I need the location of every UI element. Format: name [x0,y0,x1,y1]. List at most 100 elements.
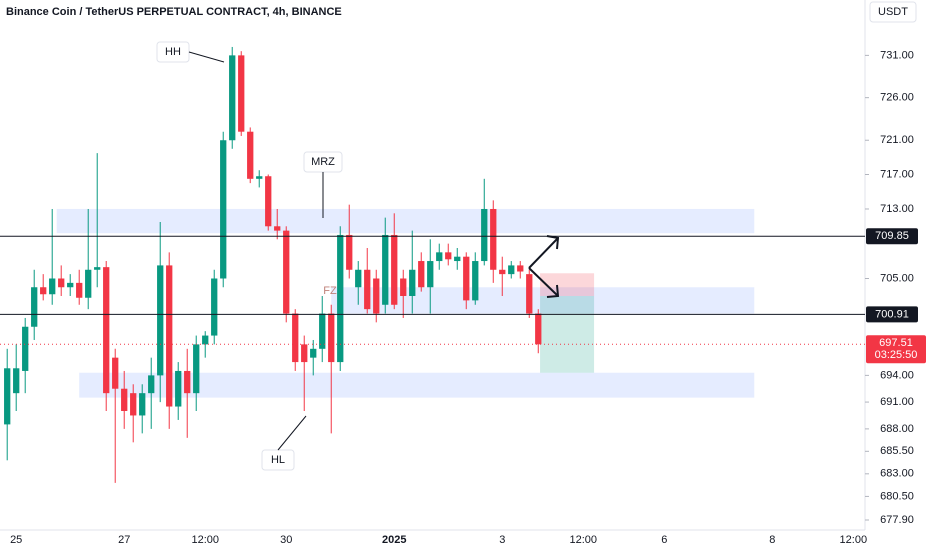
y-tick-label: 685.50 [880,445,914,457]
candle-body [94,267,101,270]
x-tick-label: 25 [10,534,22,546]
candle-body [256,176,263,179]
x-tick-label: 12:00 [191,534,219,546]
candle-body [535,313,542,345]
zone [56,208,755,234]
candle-body [373,278,380,314]
candle-body [103,267,110,394]
candle-body [283,230,290,314]
last-price-box [866,335,926,364]
annotation-arrow [188,51,225,63]
y-tick-label: 721.00 [880,134,914,146]
x-tick-label: 12:00 [840,534,868,546]
candle-body [382,234,389,305]
y-tick-label: 677.90 [880,514,914,526]
candle-body [139,393,146,416]
candle-body [22,326,29,371]
y-tick-label: 688.00 [880,423,914,435]
candle-body [85,269,92,298]
candle-body [247,131,254,179]
x-tick-label: 2025 [382,534,406,546]
candle-body [409,269,416,297]
candle-body [13,368,20,394]
candle-body [355,269,362,288]
price-label-box [866,306,918,323]
x-tick-label: 27 [118,534,130,546]
y-tick-label: 717.00 [880,168,914,180]
candle-body [445,252,452,260]
zone [79,372,755,398]
y-tick-label: 731.00 [880,49,914,61]
candle-body [202,335,209,345]
y-tick-label: 713.00 [880,203,914,215]
candle-body [499,269,506,275]
candle-body [112,357,119,389]
candle-body [76,282,83,298]
candle-body [130,393,137,416]
candle-body [508,265,515,275]
candle-body [310,348,317,358]
candle-body [400,278,407,297]
price-label-box [866,228,918,245]
x-tick-label: 12:00 [570,534,598,546]
candle-body [229,55,236,141]
price-label: 700.91 [875,308,909,320]
x-tick-label: 8 [769,534,775,546]
projection-arrow [528,237,559,269]
candle-body [427,261,434,288]
candle-body [328,313,335,363]
candle-body [184,370,191,394]
candle-body [319,313,326,349]
x-tick-label: 6 [661,534,667,546]
candle-body [31,287,38,327]
y-tick-label: 691.00 [880,396,914,408]
last-price-label: 697.51 [879,337,913,349]
candle-body [274,226,281,231]
target-zone [540,296,595,373]
plot [0,46,865,483]
candle-body [265,176,272,227]
currency[interactable]: USDT [878,6,908,18]
candle-body [481,208,488,262]
candle-body [418,261,425,288]
candle-body [301,344,308,363]
countdown: 03:25:50 [875,349,918,361]
y-tick-label: 680.50 [880,490,914,502]
candle-body [517,265,524,272]
candle-body [292,313,299,363]
candle-body [193,344,200,394]
candle-body [67,282,74,288]
y-tick-label: 726.00 [880,92,914,104]
candle-body [472,261,479,301]
currency-box[interactable] [869,1,917,23]
candle-body [121,388,128,411]
candle-body [211,278,218,336]
candle-body [49,278,56,295]
candle-body [166,265,173,407]
y-tick-label: 694.00 [880,369,914,381]
projection-arrow [528,267,559,297]
price-label: 709.85 [875,230,909,242]
candle-body [391,234,398,305]
stop-zone [540,273,595,297]
candle-body [157,265,164,376]
annotation: FZ [323,285,337,297]
candle-body [526,274,533,314]
candle-body [364,269,371,310]
candle-body [58,278,65,288]
candle-body [40,287,47,295]
candle-body [238,55,245,132]
x-tick-label: 3 [499,534,505,546]
candle-body [436,252,443,262]
candle-body [220,140,227,279]
annotation: MRZ [311,156,335,168]
annotation: HH [165,46,181,58]
candle-body [337,234,344,363]
y-tick-label: 683.00 [880,468,914,480]
annotation: HL [271,454,285,466]
annotation-arrow [277,415,307,451]
candle-body [346,234,353,270]
candle-body [148,375,155,394]
candle-body [490,208,497,270]
